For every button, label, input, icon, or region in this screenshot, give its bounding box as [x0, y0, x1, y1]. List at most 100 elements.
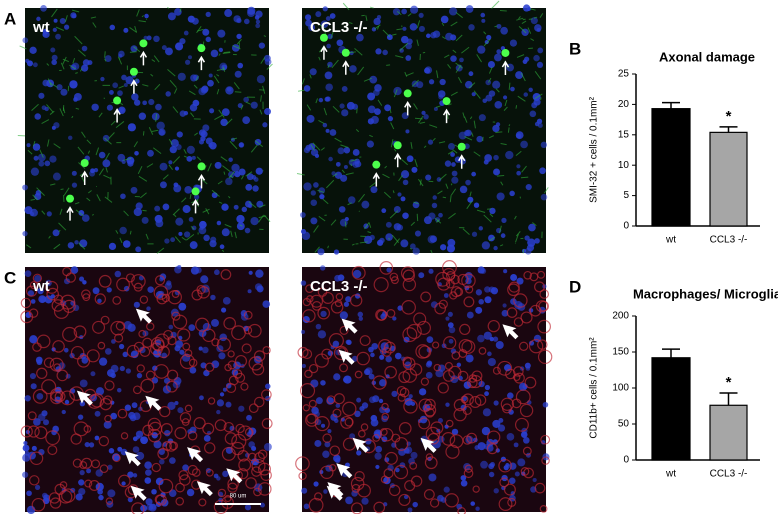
nucleus — [198, 346, 203, 351]
nucleus — [505, 150, 514, 160]
fiber — [395, 55, 404, 59]
nucleus — [98, 494, 104, 501]
nucleus — [142, 100, 148, 106]
cell-outline — [466, 432, 478, 444]
nucleus — [410, 243, 416, 250]
panel-label: C — [4, 268, 16, 287]
nucleus — [131, 93, 139, 101]
cell-outline — [226, 382, 237, 394]
nucleus — [460, 475, 467, 481]
nucleus — [244, 227, 251, 234]
fiber — [432, 137, 436, 141]
fiber — [386, 64, 391, 66]
fiber — [155, 113, 158, 122]
fiber — [75, 72, 78, 74]
fiber — [327, 64, 330, 69]
nucleus — [165, 47, 173, 56]
nucleus — [95, 469, 103, 477]
significance-mark: * — [726, 108, 732, 125]
nucleus — [123, 83, 128, 88]
y-tick-label: 10 — [618, 160, 630, 171]
nucleus — [409, 23, 418, 31]
nucleus — [126, 156, 135, 165]
nucleus — [202, 346, 209, 354]
cell-outline — [302, 404, 310, 412]
cell-outline — [381, 402, 389, 411]
nucleus — [352, 149, 360, 156]
fiber — [377, 99, 383, 106]
arrow — [372, 172, 380, 187]
fiber — [104, 51, 106, 58]
stained-cell — [80, 159, 89, 168]
fiber — [390, 122, 395, 130]
nucleus — [361, 200, 370, 209]
nucleus — [481, 18, 486, 23]
cell-outline — [112, 453, 121, 463]
fiber — [530, 8, 536, 11]
nucleus — [202, 28, 210, 36]
cell-outline — [27, 425, 40, 438]
fiber — [539, 13, 544, 18]
nucleus — [539, 167, 546, 175]
fiber — [53, 143, 61, 149]
arrow — [442, 108, 451, 124]
cell-outline — [179, 474, 191, 486]
fiber — [194, 132, 198, 136]
nucleus — [225, 86, 234, 95]
nucleus — [178, 231, 183, 236]
nucleus — [70, 266, 79, 274]
cell-outline — [98, 435, 110, 447]
fiber — [516, 17, 524, 21]
cell-outline — [149, 342, 163, 356]
cell-outline — [227, 478, 239, 490]
nucleus — [42, 79, 50, 87]
nucleus — [205, 11, 211, 18]
cell-outline — [349, 294, 363, 307]
nucleus — [477, 442, 486, 451]
cell-outline — [351, 265, 366, 280]
nucleus — [182, 205, 191, 214]
nucleus — [467, 196, 474, 203]
nucleus — [328, 156, 333, 162]
fiber — [419, 121, 426, 124]
fiber — [464, 136, 473, 141]
nucleus — [240, 309, 248, 317]
cell-outline — [257, 449, 268, 460]
fiber — [86, 139, 92, 145]
stained-cell — [442, 97, 451, 106]
fiber — [347, 202, 352, 206]
cell-outline — [234, 354, 248, 368]
cell-outline — [500, 397, 515, 411]
nucleus — [135, 430, 144, 438]
fiber — [62, 58, 69, 63]
nucleus — [153, 35, 160, 43]
nucleus — [82, 59, 90, 67]
fiber — [172, 156, 181, 164]
cell-outline — [62, 299, 76, 313]
cell-outline — [251, 458, 266, 473]
nucleus — [209, 240, 217, 248]
nucleus — [262, 122, 268, 128]
cell-outline — [138, 329, 147, 338]
cell-outline — [32, 342, 42, 352]
cell-outline — [321, 291, 334, 304]
nucleus — [143, 35, 148, 41]
cell-outline — [372, 433, 381, 442]
stained-cell — [403, 89, 412, 98]
cell-outline — [158, 478, 174, 494]
nucleus — [156, 121, 165, 130]
nucleus — [500, 26, 508, 35]
cell-outline — [175, 496, 185, 506]
bar — [709, 131, 748, 227]
arrow — [197, 173, 206, 189]
nucleus — [52, 27, 57, 32]
cell-outline — [140, 378, 155, 393]
fiber — [363, 77, 372, 82]
nucleus — [451, 176, 459, 184]
fiber — [382, 173, 390, 179]
fiber — [350, 163, 353, 167]
nucleus — [475, 289, 483, 296]
cell-outline — [223, 317, 237, 330]
nucleus — [344, 216, 349, 222]
cell-outline — [513, 293, 528, 308]
